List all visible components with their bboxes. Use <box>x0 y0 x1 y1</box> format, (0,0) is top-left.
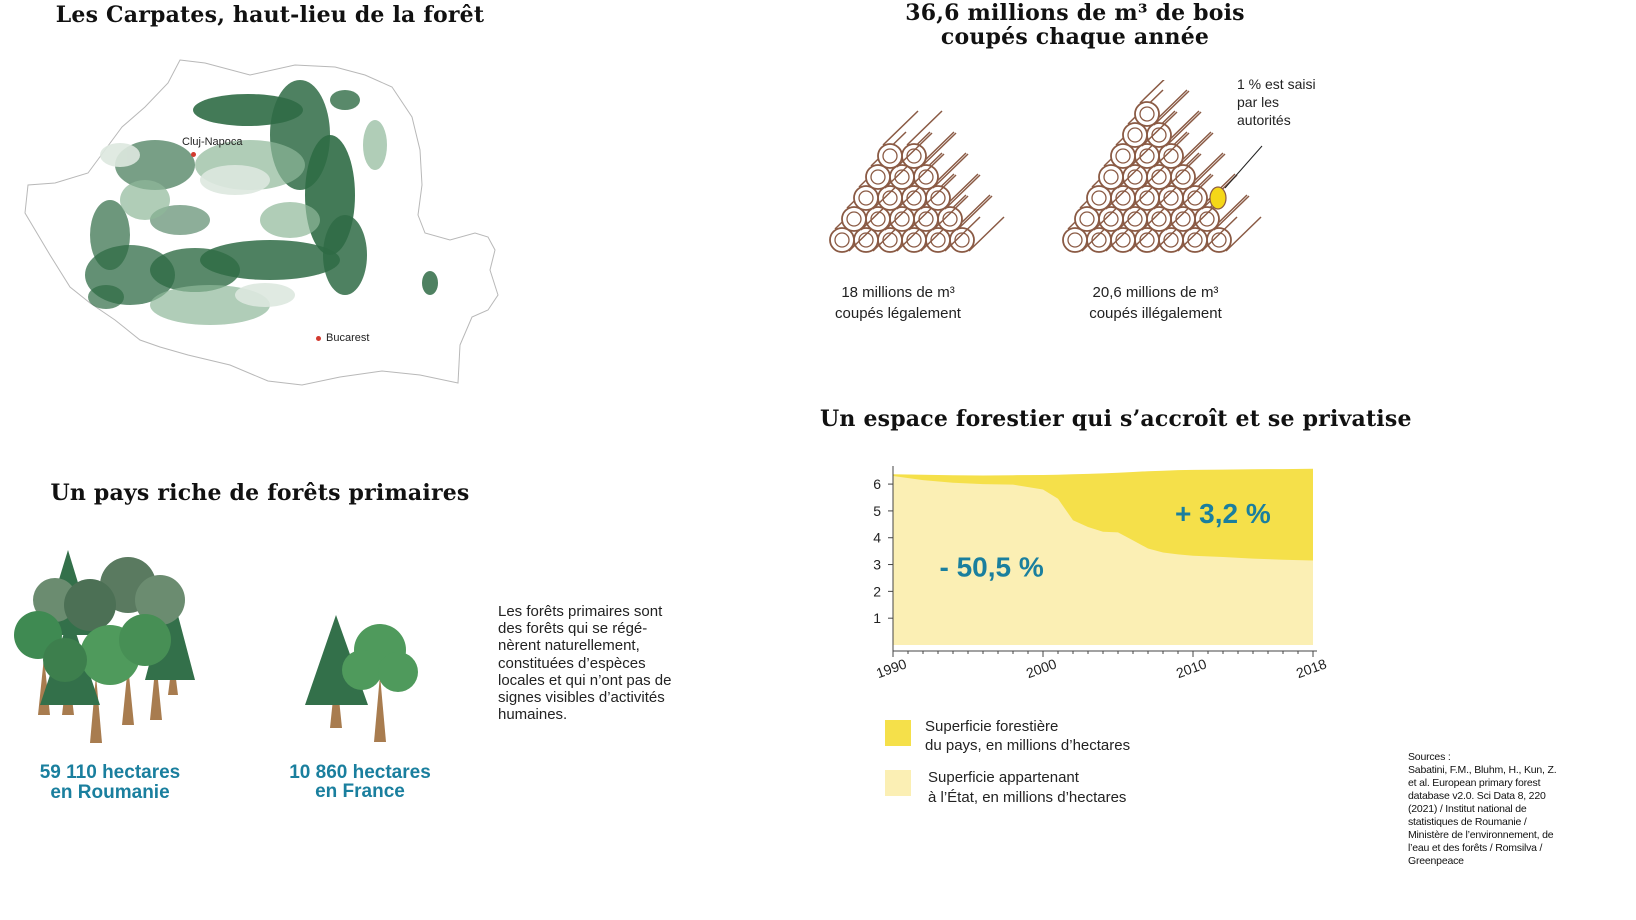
definition-line: constituées d’espèces <box>498 654 646 672</box>
annotation-forest-change: + 3,2 % <box>1175 498 1271 529</box>
y-tick-label: 3 <box>873 557 881 573</box>
romania-trees-illustration <box>14 550 195 743</box>
x-tick-label: 2018 <box>1294 655 1329 681</box>
bucarest-marker <box>316 336 321 341</box>
wood-title-line1: 36,6 millions de m³ de bois <box>905 0 1245 26</box>
y-tick-label: 4 <box>873 530 881 546</box>
log-piles <box>829 80 1263 253</box>
wood-title-line2: coupés chaque année <box>940 24 1210 50</box>
seized-log-highlight <box>1209 186 1227 210</box>
france-primary-value: 10 860 hectares <box>289 762 431 783</box>
seized-note-line3: autorités <box>1237 112 1291 128</box>
y-tick-label: 2 <box>873 583 881 599</box>
forest-patches-pale <box>100 143 295 307</box>
romania-label: en Roumanie <box>50 782 170 803</box>
definition-line: des forêts qui se régé- <box>498 620 648 638</box>
romania-forest-map <box>24 59 499 386</box>
source-line: statistiques de Roumanie / <box>1408 816 1527 828</box>
legend-forest-line2: du pays, en millions d’hectares <box>925 737 1131 754</box>
illegal-caption: coupés illégalement <box>1089 305 1222 322</box>
source-line: (2021) / Institut national de <box>1408 803 1527 815</box>
source-line: Ministère de l’environnement, de <box>1408 829 1554 841</box>
legal-volume-label: 18 millions de m³ <box>841 284 955 301</box>
annotation-state-change: - 50,5 % <box>940 552 1044 583</box>
log-end <box>925 152 981 211</box>
definition-line: humaines. <box>498 706 568 724</box>
seized-note-line2: par les <box>1237 94 1280 110</box>
x-tick-label: 2000 <box>1024 655 1059 681</box>
france-label: en France <box>315 781 405 802</box>
deciduous-crown <box>342 624 418 692</box>
definition-line: Les forêts primaires sont <box>498 603 663 620</box>
source-line: l’eau et des forêts / Romsilva / <box>1408 842 1543 854</box>
illegal-volume-label: 20,6 millions de m³ <box>1092 284 1219 301</box>
log-end <box>913 173 969 232</box>
y-tick-label: 5 <box>873 503 881 519</box>
deciduous-crowns <box>14 557 185 685</box>
city-label-cluj-napoca: Cluj-Napoca <box>182 136 243 148</box>
y-tick-label: 1 <box>873 610 881 626</box>
log-end <box>901 110 957 169</box>
city-label-bucarest: Bucarest <box>326 332 370 344</box>
illegal-log-pile <box>1062 80 1262 253</box>
log-end <box>937 173 993 232</box>
sources-block: Sources : Sabatini, F.M., Bluhm, H., Kun… <box>1408 751 1578 868</box>
legend-swatch-state <box>885 770 911 796</box>
primary-forests-title: Un pays riche de forêts primaires <box>50 480 470 506</box>
cluj-napoca-marker <box>191 152 196 157</box>
legal-log-pile <box>829 110 1005 253</box>
seized-leader-line <box>1224 145 1263 189</box>
source-line: Greenpeace <box>1408 855 1464 867</box>
romania-primary-value: 59 110 hectares <box>39 762 181 783</box>
source-line: et al. European primary forest <box>1408 777 1541 789</box>
log-end <box>1134 80 1190 127</box>
y-tick-label: 6 <box>873 476 881 492</box>
legal-caption: coupés légalement <box>835 305 961 322</box>
x-tick-label: 1990 <box>874 655 909 681</box>
sources-heading: Sources : <box>1408 751 1451 763</box>
source-line: Sabatini, F.M., Bluhm, H., Kun, Z. <box>1408 764 1557 776</box>
chart-title: Un espace forestier qui s’accroît et se … <box>820 406 1412 432</box>
x-tick-label: 2010 <box>1174 655 1209 681</box>
primary-forest-definition: Les forêts primaires sont des forêts qui… <box>498 603 671 723</box>
log-end <box>901 152 957 211</box>
france-trees-illustration <box>305 615 418 742</box>
legend-swatch-forest <box>885 720 911 746</box>
log-end <box>877 110 933 169</box>
legend-state-line1: Superficie appartenant <box>928 769 1079 786</box>
source-line: database v2.0. Sci Data 8, 220 <box>1408 790 1546 802</box>
forest-area-chart: 1 2 3 4 5 6 1990 2000 2010 2018 - 50,5 % + 3,2 % <box>873 466 1329 681</box>
legend-forest-line1: Superficie forestière <box>925 718 1059 735</box>
definition-line: signes visibles d’activités <box>498 689 665 707</box>
map-title: Les Carpates, haut-lieu de la forêt <box>55 2 485 28</box>
log-end <box>1062 194 1118 253</box>
series-state-area <box>893 476 1313 645</box>
legend-state-line2: à l’État, en millions d’hectares <box>928 789 1127 806</box>
seized-note-line1: 1 % est saisi <box>1237 76 1316 92</box>
definition-line: locales et qui n’ont pas de <box>498 671 672 689</box>
definition-line: nèrent naturellement, <box>498 637 640 655</box>
